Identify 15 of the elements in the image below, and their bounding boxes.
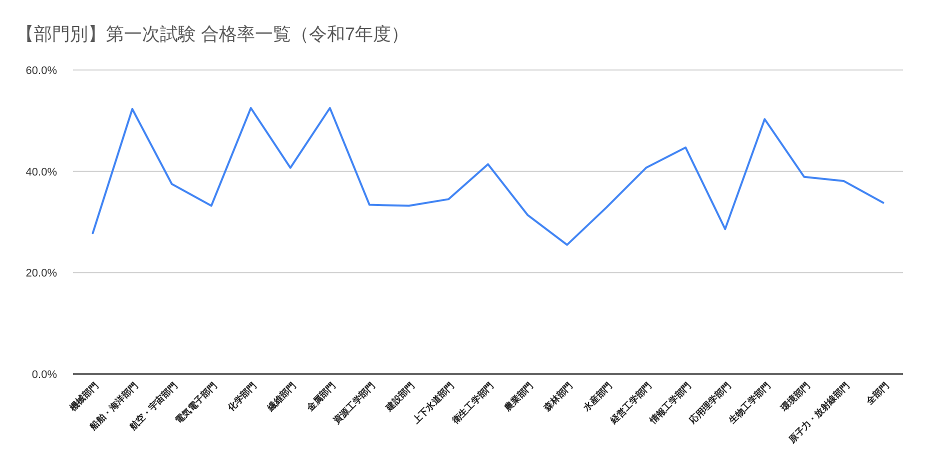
y-tick-label: 0.0%	[32, 369, 58, 381]
x-tick-label: 化学部門	[225, 380, 258, 414]
x-tick-label: 建設部門	[383, 380, 416, 414]
y-tick-label: 60.0%	[26, 65, 58, 77]
x-tick-label: 農業部門	[502, 380, 535, 414]
x-tick-label: 環境部門	[778, 380, 812, 414]
x-tick-label: 全部門	[864, 380, 891, 408]
x-tick-label: 機械部門	[66, 380, 100, 414]
chart-title: 【部門別】第一次試験 合格率一覧（令和7年度）	[16, 24, 410, 44]
x-tick-label: 金属部門	[304, 380, 338, 414]
x-tick-label: 繊維部門	[264, 380, 298, 414]
y-tick-label: 40.0%	[26, 166, 58, 178]
x-tick-label: 水産部門	[580, 380, 614, 414]
y-tick-label: 20.0%	[26, 268, 58, 280]
x-tick-label: 森林部門	[541, 380, 574, 414]
